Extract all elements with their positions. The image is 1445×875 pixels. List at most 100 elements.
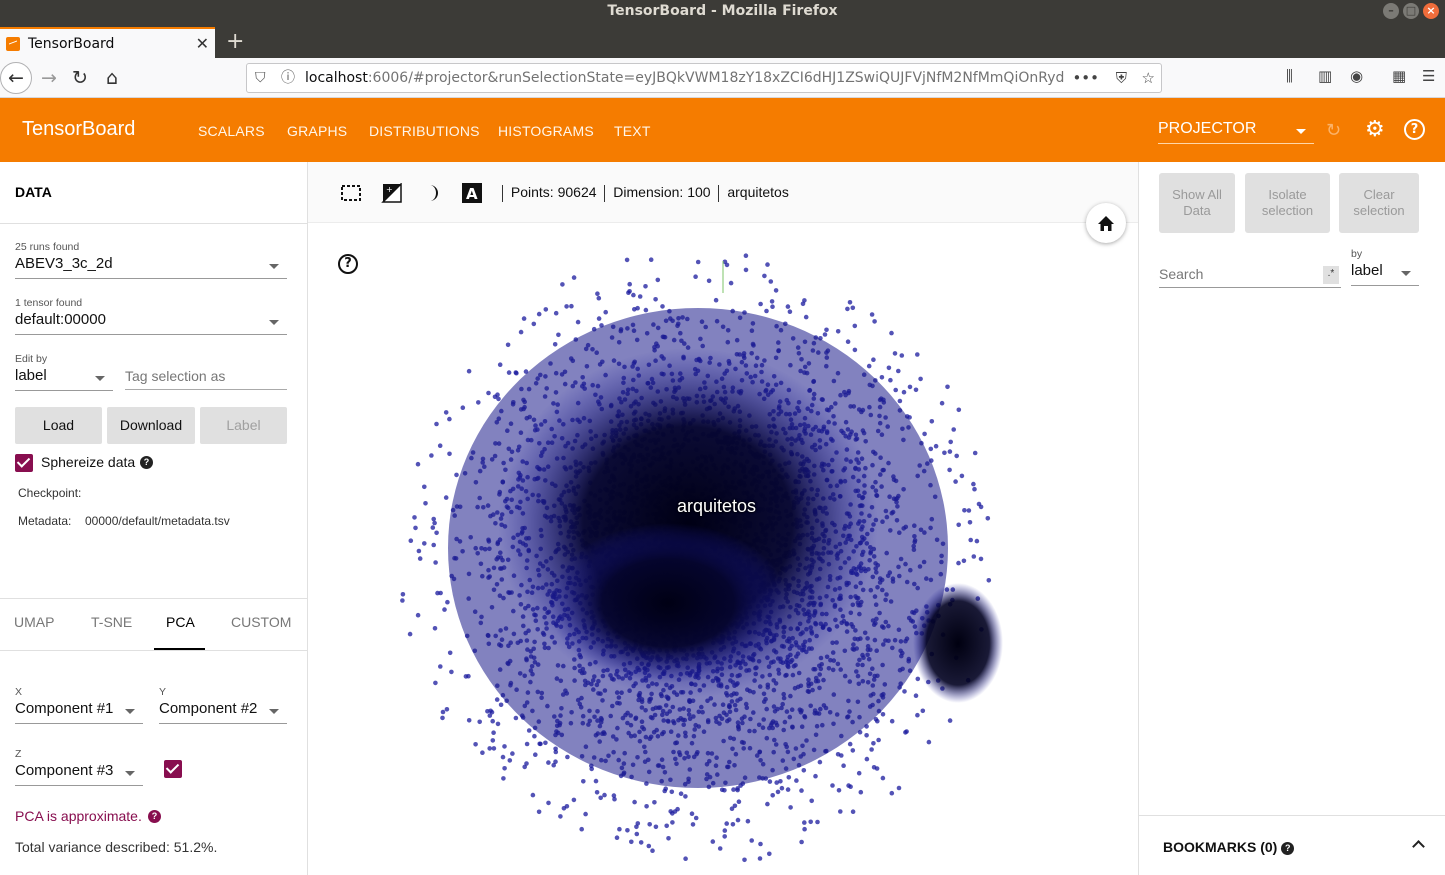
canvas-help-icon[interactable]: ? [338,254,358,274]
browser-tab[interactable]: TensorBoard ✕ [0,27,215,58]
projector-canvas-area: + A Points: 90624 Dimension: 100 arquite… [308,162,1138,875]
night-mode-icon[interactable]: + [381,183,403,203]
back-arrow-icon[interactable]: ← [0,62,32,94]
nav-histograms[interactable]: HISTOGRAMS [498,123,594,139]
close-window-icon[interactable]: × [1423,3,1439,19]
show-all-data-label: Show All Data [1172,187,1222,218]
z-enable-checkbox[interactable] [164,760,182,778]
edit-by-dropdown[interactable]: label [15,365,113,391]
show-all-data-button[interactable]: Show All Data [1159,173,1235,233]
search-input[interactable]: Search .* [1159,262,1341,288]
pca-help-icon[interactable]: ? [148,810,161,823]
chevron-down-icon [125,709,135,714]
info-icon[interactable]: ⓘ [281,70,295,86]
sphereize-help-icon[interactable]: ? [140,456,153,469]
home-icon[interactable]: ⌂ [105,67,119,89]
points-count: Points: 90624 [510,184,597,200]
chevron-down-icon [269,320,279,325]
chevron-down-icon [269,264,279,269]
bookmarks-panel[interactable]: BOOKMARKS (0) ? [1139,815,1445,875]
chevron-down-icon [125,771,135,776]
library-icon[interactable]: ⫼ [1286,67,1293,85]
label-toggle-icon[interactable]: A [461,183,483,203]
divider [0,223,307,224]
shield-icon[interactable]: ⛉ [255,70,266,86]
help-icon[interactable]: ? [1404,119,1425,140]
dimension-count: Dimension: 100 [613,184,711,200]
separator [718,184,720,202]
y-component-value: Component #2 [159,700,258,717]
sphereize-label: Sphereize data [41,454,136,470]
tab-umap[interactable]: UMAP [14,614,55,630]
isolate-selection-label: Isolate selection [1261,187,1314,218]
refresh-icon[interactable]: ↻ [1326,120,1342,141]
runs-count-label: 25 runs found [15,241,80,253]
tab-close-icon[interactable]: ✕ [195,34,209,53]
nav-scalars[interactable]: SCALARS [198,123,265,139]
clear-selection-label: Clear selection [1353,187,1405,218]
x-component-dropdown[interactable]: Component #1 [15,698,143,724]
bookmarks-help-icon[interactable]: ? [1281,841,1295,855]
run-dropdown[interactable]: ABEV3_3c_2d [15,253,287,279]
clear-selection-button[interactable]: Clear selection [1339,173,1419,233]
maximize-icon[interactable]: □ [1403,3,1419,19]
pocket-icon[interactable]: ⛨ [1115,69,1127,87]
moon-icon[interactable] [421,183,443,203]
data-panel-title: DATA [15,184,52,200]
label-button[interactable]: Label [200,407,287,444]
x-component-value: Component #1 [15,700,114,717]
separator [502,184,503,202]
url-bar[interactable]: ⛉ ⓘ localhost:6006/#projector&runSelecti… [246,63,1162,93]
z-component-dropdown[interactable]: Component #3 [15,760,143,786]
nav-text[interactable]: TEXT [614,123,651,139]
tag-selection-input[interactable]: Tag selection as [125,364,287,390]
search-by-dropdown[interactable]: label [1351,260,1419,286]
tab-pca[interactable]: PCA [166,614,195,630]
tab-custom[interactable]: CUSTOM [231,614,292,630]
x-axis-label: X [15,686,23,698]
z-component-value: Component #3 [15,762,114,779]
divider [0,598,307,599]
tab-strip: TensorBoard ✕ + [0,24,1445,58]
nav-graphs[interactable]: GRAPHS [287,123,348,139]
plugin-selector-value: PROJECTOR [1158,120,1257,137]
point-cloud-core [913,583,1003,703]
divider [0,650,307,651]
scatter-plot[interactable] [308,223,1138,875]
new-tab-icon[interactable]: + [226,29,245,54]
menu-icon[interactable]: ☰ [1422,67,1436,85]
regex-toggle[interactable]: .* [1323,266,1339,284]
tensorboard-header: TensorBoard SCALARS GRAPHS DISTRIBUTIONS… [0,98,1445,162]
sidebar-icon[interactable]: ▥ [1318,67,1333,85]
tensor-dropdown-value: default:00000 [15,311,106,328]
reset-view-button[interactable] [1086,203,1126,243]
more-actions-icon[interactable]: ••• [1072,69,1099,87]
z-axis-label: Z [15,748,22,760]
gear-icon[interactable]: ⚙ [1365,117,1385,142]
nav-distributions[interactable]: DISTRIBUTIONS [369,123,480,139]
y-axis-label: Y [159,686,167,698]
select-rectangle-icon[interactable] [340,183,362,203]
point-label: arquitetos [677,496,757,516]
chevron-up-icon[interactable] [1412,840,1425,853]
forward-arrow-icon[interactable]: → [41,67,57,89]
tensor-dropdown[interactable]: default:00000 [15,309,287,335]
edit-by-value: label [15,367,47,384]
load-button[interactable]: Load [15,407,102,444]
minimize-icon[interactable]: – [1383,3,1399,19]
isolate-selection-button[interactable]: Isolate selection [1245,173,1330,233]
tensor-count-label: 1 tensor found [15,297,83,309]
separator [604,184,606,202]
inspector-panel: Show All Data Isolate selection Clear se… [1138,162,1445,875]
plugin-selector[interactable]: PROJECTOR [1158,120,1314,144]
point-cloud-core [548,523,788,683]
account-icon[interactable]: ◉ [1350,67,1364,85]
tab-tsne[interactable]: T-SNE [91,614,133,630]
bookmark-star-icon[interactable]: ☆ [1141,69,1155,87]
y-component-dropdown[interactable]: Component #2 [159,698,287,724]
edit-by-label: Edit by [15,353,48,365]
download-button[interactable]: Download [107,407,195,444]
extensions-icon[interactable]: ▦ [1392,67,1407,85]
sphereize-checkbox[interactable] [15,454,33,472]
reload-icon[interactable]: ↻ [72,67,88,89]
